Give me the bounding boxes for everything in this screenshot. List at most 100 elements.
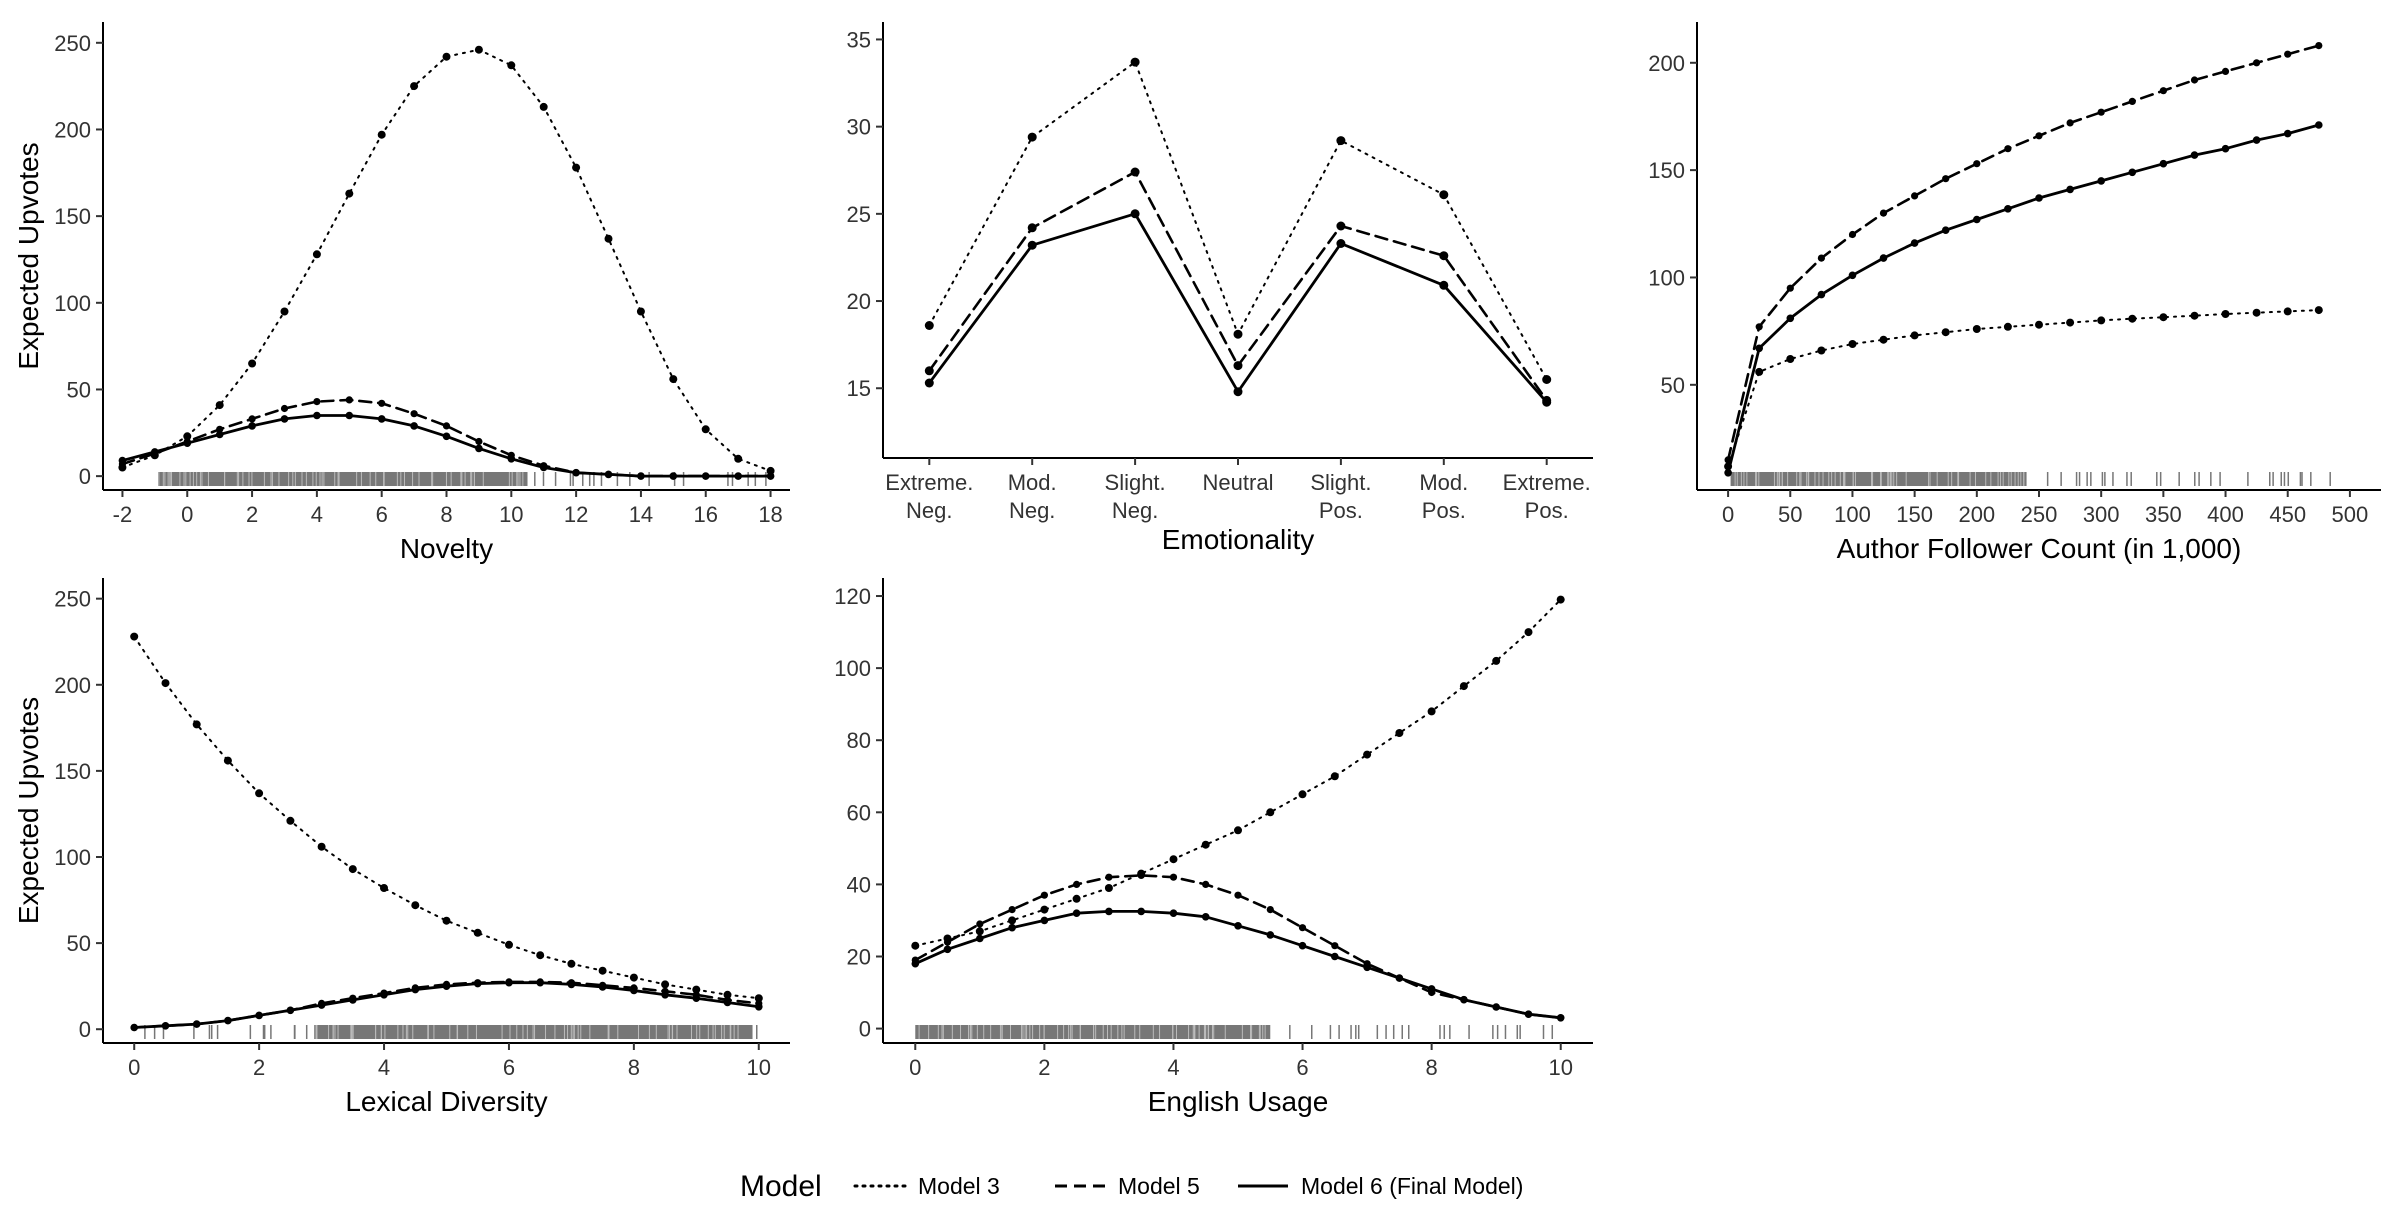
y-tick-label: 60 <box>847 800 871 825</box>
x-tick-label: 100 <box>1834 502 1871 527</box>
data-point <box>1817 346 1826 355</box>
data-point <box>636 307 645 316</box>
rug-dense-band <box>1730 472 2027 486</box>
chart-panel-author-follower-count-in-1-000: 50 100 150 200 0 50 100 150 200 250 300 350 400 450 50… <box>1648 22 2381 564</box>
rug-dense-band <box>915 1025 1271 1039</box>
data-point <box>1848 340 1857 348</box>
x-tick-label: Extreme. Neg. <box>885 470 973 523</box>
y-tick-label: 250 <box>54 587 91 612</box>
data-point <box>2221 67 2230 75</box>
data-point <box>1786 314 1795 323</box>
data-point <box>723 990 732 999</box>
data-point <box>669 472 678 480</box>
data-point <box>1755 344 1763 353</box>
series-model-5 <box>924 167 1552 405</box>
data-point <box>1266 808 1275 817</box>
data-point <box>1879 254 1888 262</box>
data-point <box>924 366 934 376</box>
y-tick-label: 50 <box>67 377 91 402</box>
data-point <box>411 985 420 994</box>
data-point <box>442 916 451 925</box>
data-point <box>2190 311 2199 320</box>
data-point <box>2159 313 2168 322</box>
data-point <box>661 991 669 999</box>
data-point <box>505 940 513 949</box>
data-point <box>1911 192 1919 200</box>
data-point <box>692 994 701 1002</box>
x-tick-label: 12 <box>564 502 588 527</box>
data-point <box>572 163 581 172</box>
data-point <box>1027 240 1037 250</box>
data-point <box>1040 891 1048 899</box>
series-model-5 <box>1724 42 2323 464</box>
x-tick-label: 450 <box>2269 502 2306 527</box>
data-point <box>1298 790 1307 799</box>
data-point <box>2190 76 2199 84</box>
data-point <box>380 884 388 892</box>
rug-marks <box>915 1025 1554 1039</box>
x-tick-label: 14 <box>629 502 653 527</box>
chart-panel-emotionality: 15 20 25 30 35 Extreme. Neg. Mod. Neg. Slight. Neg… <box>847 22 1593 555</box>
data-point <box>1105 907 1113 916</box>
data-point <box>1130 209 1140 219</box>
data-point <box>1266 931 1275 939</box>
data-point <box>1524 628 1533 637</box>
data-point <box>378 399 386 407</box>
x-tick-label: 400 <box>2207 502 2244 527</box>
series-model-3 <box>118 45 775 475</box>
data-point <box>1427 985 1436 993</box>
legend-label-model-6: Model 6 (Final Model) <box>1301 1173 1523 1199</box>
data-point <box>766 472 775 480</box>
x-tick-label: 4 <box>378 1055 390 1080</box>
x-tick-label: -2 <box>113 502 133 527</box>
data-point <box>1008 906 1016 914</box>
data-point <box>2066 185 2074 194</box>
data-point <box>1137 907 1145 916</box>
data-point <box>1233 329 1243 339</box>
data-point <box>2252 308 2261 317</box>
data-point <box>1556 1014 1565 1022</box>
x-tick-label: 4 <box>1167 1055 1179 1080</box>
data-point <box>507 455 516 463</box>
data-point <box>442 422 451 430</box>
data-point <box>215 430 224 439</box>
data-point <box>1848 230 1857 239</box>
data-point <box>1201 840 1210 849</box>
data-point <box>2128 97 2136 105</box>
data-point <box>1972 325 1981 333</box>
data-point <box>248 422 256 430</box>
data-point <box>1234 826 1242 835</box>
data-point <box>223 756 232 765</box>
x-axis-label: Novelty <box>400 533 493 564</box>
x-tick-label: 0 <box>1722 502 1734 527</box>
data-point <box>317 1001 326 1009</box>
data-point <box>1492 656 1501 665</box>
data-point <box>1105 873 1113 881</box>
data-point <box>2221 144 2230 153</box>
series-model-6-final-model <box>911 907 1565 1022</box>
data-point <box>410 82 419 91</box>
x-axis-label: Emotionality <box>1162 524 1315 555</box>
data-point <box>286 1006 295 1015</box>
data-point <box>539 102 548 111</box>
x-tick-label: 200 <box>1958 502 1995 527</box>
data-point <box>473 928 482 937</box>
data-point <box>2315 121 2323 129</box>
data-point <box>1130 57 1140 67</box>
data-point <box>1879 209 1888 217</box>
data-point <box>1786 284 1794 292</box>
chart-panel-english-usage: 0 20 40 60 80 100 120 0 2 4 6 8 10 English Usage <box>834 578 1593 1117</box>
data-point <box>2128 168 2137 177</box>
data-point <box>130 632 139 641</box>
data-point <box>2283 129 2292 138</box>
y-tick-label: 100 <box>1648 265 1685 290</box>
data-point <box>2283 307 2292 316</box>
data-point <box>1724 469 1732 477</box>
data-point <box>248 359 257 368</box>
y-tick-label: 30 <box>847 115 871 140</box>
data-point <box>2284 50 2292 58</box>
data-point <box>572 468 580 477</box>
y-tick-label: 200 <box>54 117 91 142</box>
x-tick-label: 10 <box>1548 1055 1572 1080</box>
data-point <box>1941 328 1950 337</box>
